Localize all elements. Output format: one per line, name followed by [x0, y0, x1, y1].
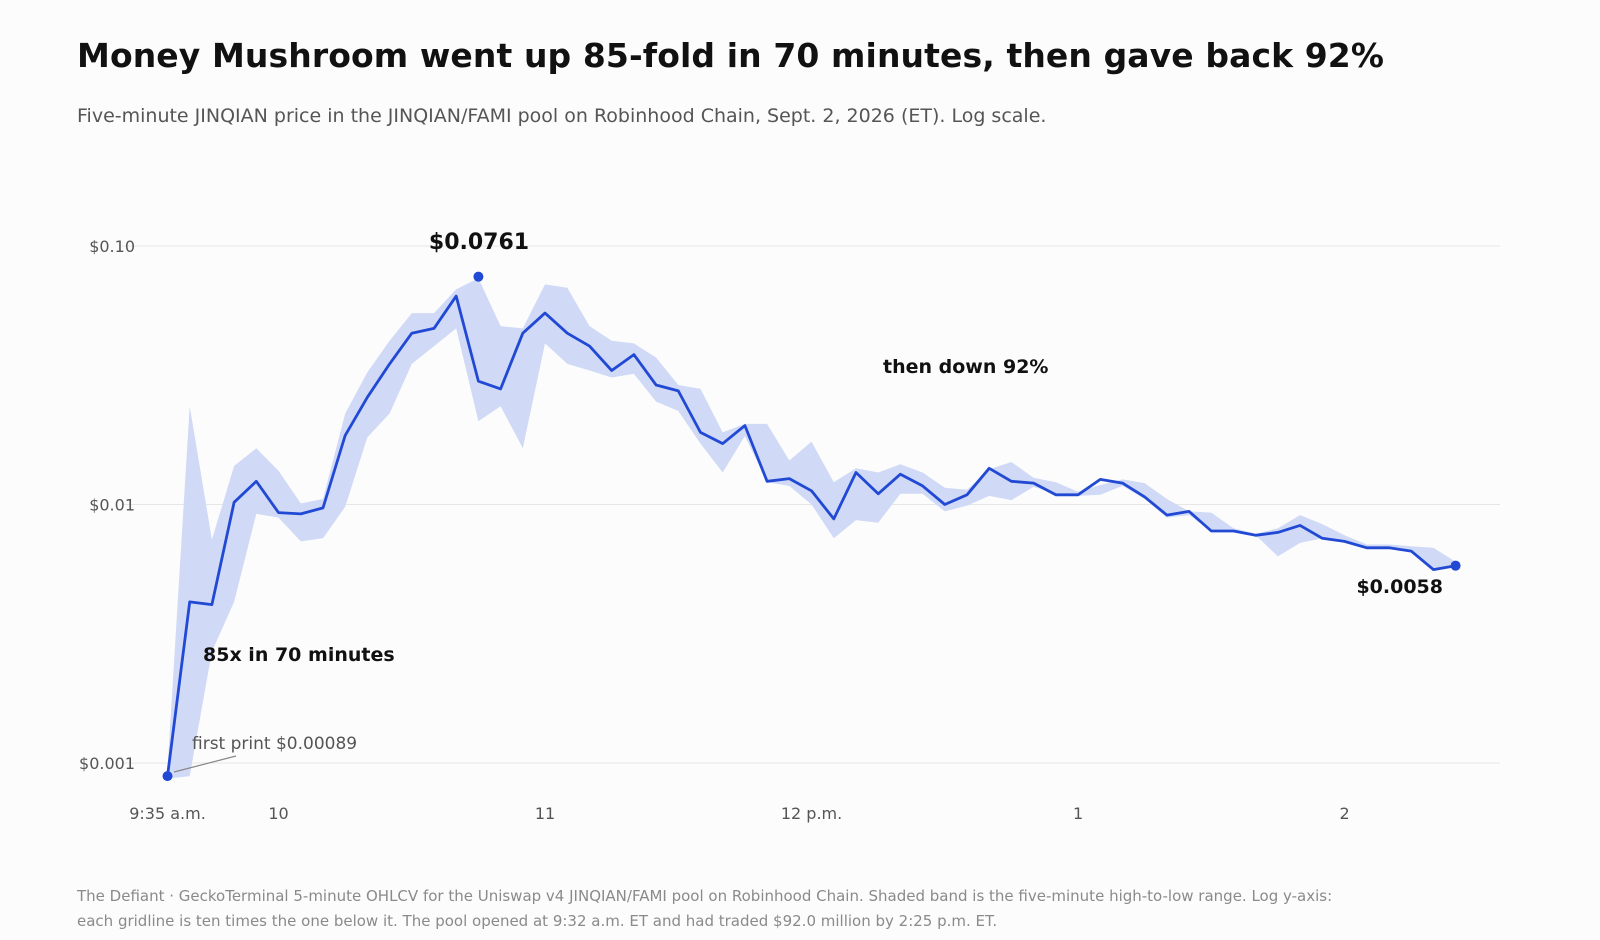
highlight-point-2: [1450, 560, 1461, 571]
annotations: first print $0.00089 85x in 70 minutes $…: [173, 230, 1443, 773]
x-tick-label: 11: [535, 804, 555, 823]
high-low-range-band: [167, 278, 1456, 779]
x-tick-label: 9:35 a.m.: [129, 804, 206, 823]
rise-annotation: 85x in 70 minutes: [203, 644, 395, 666]
y-tick-label: $0.001: [79, 754, 135, 773]
x-axis-tick-labels: 9:35 a.m. 10 11 12 p.m. 1 2: [129, 804, 1349, 823]
source-footnote: The Defiant · GeckoTerminal 5-minute OHL…: [77, 884, 1537, 934]
first-print-annotation: first print $0.00089: [192, 734, 357, 754]
peak-value-label: $0.0761: [429, 230, 529, 255]
highlight-point-0: [162, 771, 173, 782]
close-price-path: [166, 294, 1457, 778]
y-tick-label: $0.10: [89, 237, 135, 256]
x-tick-label: 10: [268, 804, 288, 823]
decline-annotation: then down 92%: [883, 356, 1048, 378]
y-tick-label: $0.01: [89, 496, 135, 515]
x-tick-label: 12 p.m.: [781, 804, 842, 823]
highlight-markers: [162, 271, 1461, 782]
x-tick-label: 2: [1339, 804, 1349, 823]
chart-title: Money Mushroom went up 85-fold in 70 min…: [77, 36, 1385, 75]
price-line: [166, 294, 1457, 778]
gridlines: [122, 245, 1500, 764]
chart-subtitle: Five-minute JINQIAN price in the JINQIAN…: [77, 105, 1047, 127]
x-tick-label: 1: [1073, 804, 1083, 823]
high-low-band-path: [167, 278, 1456, 779]
footnote-line-2: each gridline is ten times the one below…: [77, 912, 998, 930]
y-axis-tick-labels: $0.10 $0.01 $0.001: [79, 237, 135, 773]
footnote-line-1: The Defiant · GeckoTerminal 5-minute OHL…: [77, 887, 1333, 905]
highlight-point-1: [473, 271, 484, 282]
price-chart: $0.10$0.01$0.001 9:35 a.m. 10 11 12 p.m. 1 2 …: [79, 230, 1500, 823]
last-value-label: $0.0058: [1356, 576, 1443, 598]
first-print-leader-line: [173, 755, 237, 773]
